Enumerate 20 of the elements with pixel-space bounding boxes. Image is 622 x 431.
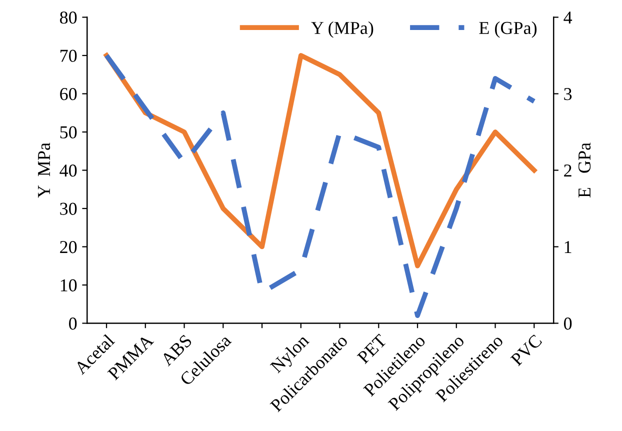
y-tick-label: 60 (60, 88, 77, 100)
y-tick-label: 0 (69, 318, 77, 330)
y2-tick-label: 1 (564, 241, 572, 254)
y-tick-label: 40 (60, 164, 77, 177)
y-tick-label: 30 (60, 202, 77, 215)
y2-tick-label: 2 (564, 164, 572, 177)
y2-tick-label: 4 (564, 12, 572, 24)
y-axis-title: Y MPa (38, 142, 50, 198)
legend-label: E (GPa) (479, 21, 537, 38)
y-tick-label: 70 (60, 50, 77, 62)
legend-label: Y (MPa) (311, 21, 374, 38)
y-tick-label: 10 (60, 279, 77, 292)
y2-tick-label: 0 (564, 318, 572, 330)
y2-tick-label: 3 (564, 88, 572, 100)
line-series (104, 53, 537, 268)
y-tick-label: 20 (60, 241, 77, 254)
y2-axis-title: E GPa (578, 142, 591, 198)
y-tick-label: 50 (60, 126, 77, 138)
y-tick-label: 80 (60, 11, 77, 24)
line-series (104, 53, 537, 318)
